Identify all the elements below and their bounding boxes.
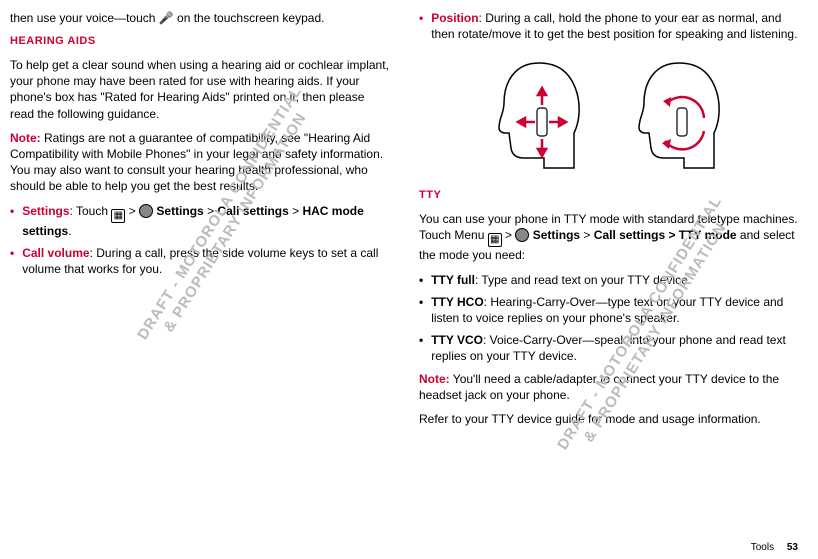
bullet-marker: •	[419, 332, 423, 364]
hearing-paragraph: To help get a clear sound when using a h…	[10, 57, 389, 122]
bullet-tty-vco: • TTY VCO: Voice-Carry-Over—speak into y…	[419, 332, 798, 364]
t: : Touch	[70, 204, 112, 218]
bullet-settings: • Settings: Touch ▦ > Settings > Call se…	[10, 203, 389, 239]
bold: Call settings	[217, 204, 288, 218]
t: : Type and read text on your TTY device.	[475, 273, 691, 287]
bullet-body: Call volume: During a call, press the si…	[22, 245, 389, 277]
tty-full-term: TTY full	[431, 273, 475, 287]
bullet-marker: •	[419, 10, 423, 42]
note-label: Note:	[10, 131, 41, 145]
bold: Settings	[156, 204, 203, 218]
bullet-body: TTY HCO: Hearing-Carry-Over—type text on…	[431, 294, 798, 326]
launcher-icon: ▦	[111, 209, 125, 223]
t: .	[68, 224, 71, 238]
bullet-marker: •	[419, 272, 423, 288]
tty-hco-term: TTY HCO	[431, 295, 483, 309]
settings-icon	[515, 228, 529, 242]
tty-heading: TTY	[419, 188, 798, 203]
right-column: • Position: During a call, hold the phon…	[419, 10, 798, 435]
hearing-aids-heading: HEARING AIDS	[10, 34, 389, 49]
footer-page-number: 53	[787, 542, 798, 553]
bullet-marker: •	[10, 245, 14, 277]
t: : Hearing-Carry-Over—type text on your T…	[431, 295, 783, 325]
menu-icon: ▦	[488, 233, 502, 247]
bold: Call settings > TTY mode	[594, 228, 737, 242]
note-text: Ratings are not a guarantee of compatibi…	[10, 131, 383, 194]
tty-refer: Refer to your TTY device guide for mode …	[419, 411, 798, 427]
t: >	[125, 204, 139, 218]
t: >	[580, 228, 594, 242]
note-label: Note:	[419, 372, 450, 386]
bullet-call-volume: • Call volume: During a call, press the …	[10, 245, 389, 277]
tty-vco-term: TTY VCO	[431, 333, 483, 347]
bullet-body: Position: During a call, hold the phone …	[431, 10, 798, 42]
position-illustration	[469, 48, 749, 178]
t: : Voice-Carry-Over—speak into your phone…	[431, 333, 786, 363]
bullet-tty-full: • TTY full: Type and read text on your T…	[419, 272, 798, 288]
page-footer: Tools 53	[751, 542, 798, 553]
bullet-body: TTY full: Type and read text on your TTY…	[431, 272, 798, 288]
hearing-note: Note: Ratings are not a guarantee of com…	[10, 130, 389, 195]
t: You'll need a cable/adapter to connect y…	[419, 372, 779, 402]
settings-term: Settings	[22, 204, 69, 218]
t: >	[204, 204, 218, 218]
position-term: Position	[431, 11, 478, 25]
bold: Settings	[533, 228, 580, 242]
t: >	[289, 204, 303, 218]
t: >	[502, 228, 516, 242]
tty-note: Note: You'll need a cable/adapter to con…	[419, 371, 798, 403]
t: : During a call, hold the phone to your …	[431, 11, 797, 41]
settings-icon	[139, 204, 153, 218]
call-volume-term: Call volume	[22, 246, 89, 260]
bullet-body: TTY VCO: Voice-Carry-Over—speak into you…	[431, 332, 798, 364]
bullet-body: Settings: Touch ▦ > Settings > Call sett…	[22, 203, 389, 239]
left-column: then use your voice—touch 🎤 on the touch…	[10, 10, 389, 435]
intro-text: then use your voice—touch 🎤 on the touch…	[10, 10, 389, 26]
bullet-position: • Position: During a call, hold the phon…	[419, 10, 798, 42]
head-move-icon	[479, 53, 599, 173]
tty-paragraph: You can use your phone in TTY mode with …	[419, 211, 798, 263]
bullet-marker: •	[419, 294, 423, 326]
bullet-marker: •	[10, 203, 14, 239]
head-rotate-icon	[619, 53, 739, 173]
bullet-tty-hco: • TTY HCO: Hearing-Carry-Over—type text …	[419, 294, 798, 326]
footer-section: Tools	[751, 542, 774, 553]
page-content: then use your voice—touch 🎤 on the touch…	[0, 0, 818, 465]
